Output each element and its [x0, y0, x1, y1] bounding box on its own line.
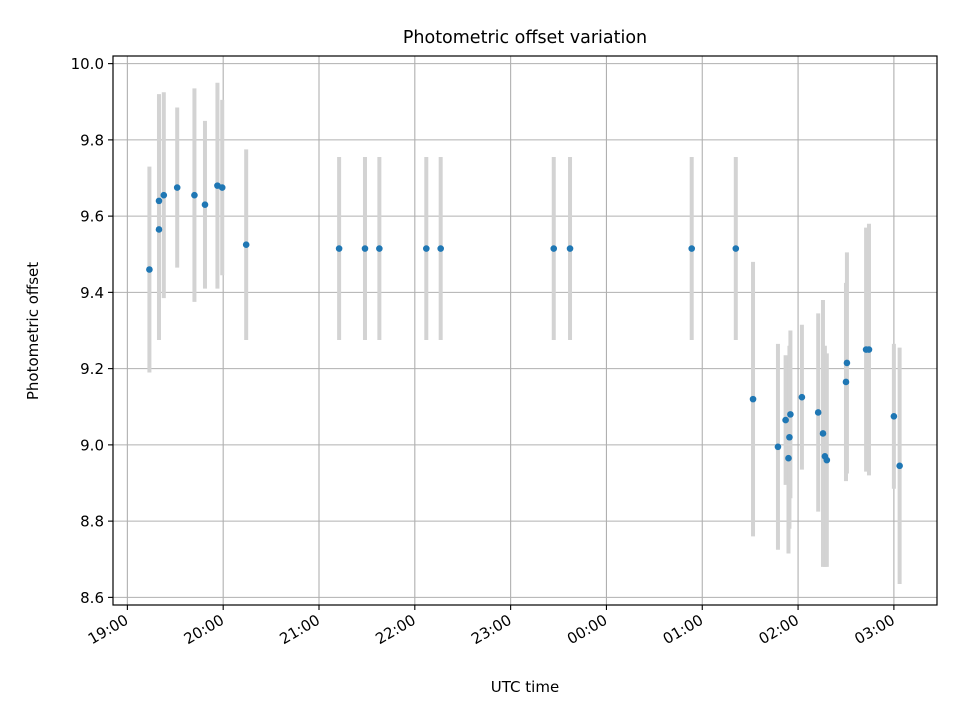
data-point [819, 430, 827, 437]
y-tick-label: 9.8 [80, 131, 104, 149]
y-tick-label: 9.2 [80, 360, 104, 378]
data-point [423, 245, 430, 252]
data-point [842, 378, 850, 386]
data-point [361, 245, 369, 252]
data-point [785, 454, 792, 462]
y-tick-label: 9.0 [80, 436, 104, 454]
y-tick-label: 9.4 [80, 284, 104, 302]
y-axis-label: Photometric offset [24, 262, 42, 400]
data-point [786, 433, 793, 441]
y-axis-ticks: 8.6 8.8 9.0 9.2 9.4 9.6 9.8 10.0 [71, 55, 113, 607]
y-tick-label: 10.0 [71, 55, 104, 73]
data-point [749, 395, 757, 403]
grid [113, 56, 937, 605]
data-point [146, 266, 153, 273]
data-point [437, 245, 444, 252]
data-point [782, 416, 789, 424]
data-point [218, 184, 226, 191]
data-point [732, 245, 740, 252]
data-point [823, 456, 831, 464]
data-point [865, 346, 873, 353]
data-point [890, 412, 898, 420]
data-point [155, 226, 163, 233]
data-points [146, 182, 903, 470]
data-point [242, 241, 250, 249]
data-point [896, 462, 903, 470]
chart-title: Photometric offset variation [403, 28, 647, 48]
data-point [774, 443, 782, 451]
x-axis-label: UTC time [491, 678, 559, 696]
y-tick-label: 8.6 [80, 589, 104, 607]
data-point [191, 191, 198, 199]
data-point [160, 191, 168, 199]
y-tick-label: 9.6 [80, 208, 104, 226]
data-point [201, 201, 209, 208]
data-point [787, 411, 794, 418]
data-point [173, 184, 181, 191]
data-point [688, 245, 696, 252]
data-point [335, 245, 343, 252]
plot-area-frame [112, 55, 938, 606]
data-point [566, 245, 574, 252]
y-tick-label: 8.8 [80, 513, 104, 531]
data-point [798, 393, 806, 401]
data-point [814, 409, 822, 416]
data-point [843, 359, 851, 367]
data-point [155, 197, 163, 205]
data-point [376, 245, 383, 252]
data-point [550, 245, 558, 252]
